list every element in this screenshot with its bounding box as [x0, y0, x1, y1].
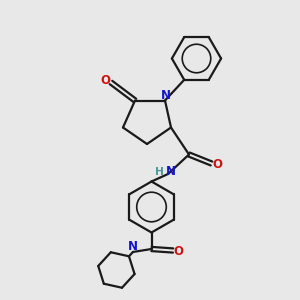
Text: O: O: [100, 74, 111, 88]
Text: O: O: [173, 244, 184, 258]
Text: O: O: [212, 158, 222, 171]
Text: N: N: [160, 88, 171, 102]
Text: N: N: [128, 240, 138, 253]
Text: H: H: [155, 167, 164, 177]
Text: N: N: [165, 165, 176, 178]
